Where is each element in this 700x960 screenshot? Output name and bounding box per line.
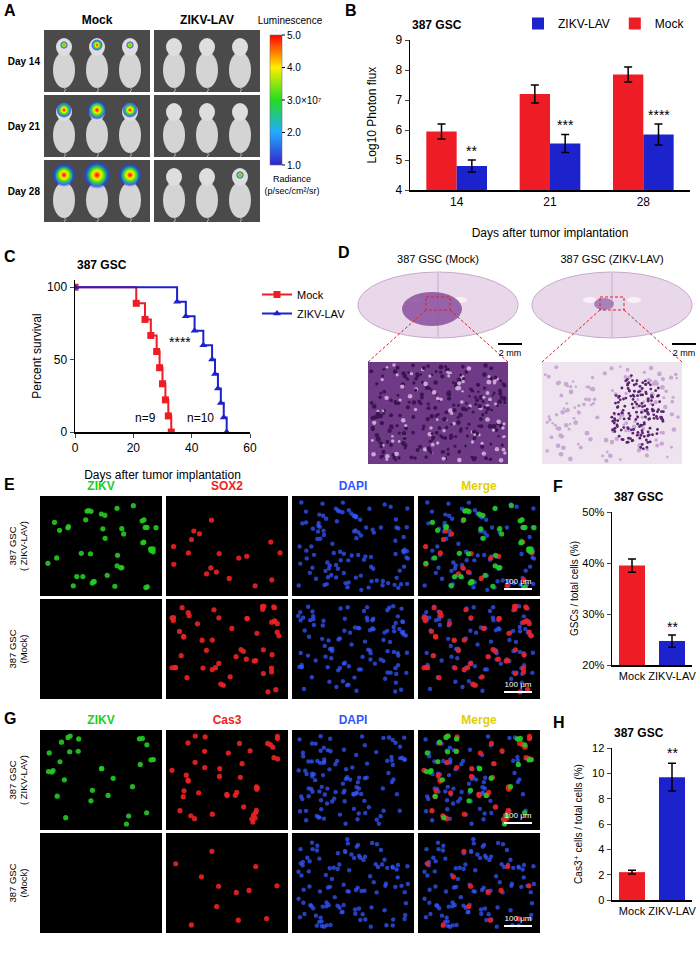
svg-text:2 mm: 2 mm	[673, 348, 696, 358]
svg-text:Mock: Mock	[655, 17, 685, 31]
svg-text:Mock: Mock	[619, 905, 646, 917]
svg-text:**: **	[667, 745, 678, 761]
svg-text:60: 60	[243, 441, 257, 455]
svg-text:D: D	[338, 244, 350, 261]
svg-text:**: **	[466, 143, 477, 159]
svg-text:ZIKV-LAV: ZIKV-LAV	[648, 670, 696, 682]
svg-text:Merge: Merge	[461, 479, 497, 493]
svg-text:Day 21: Day 21	[8, 121, 41, 132]
svg-text:Log10 Photon flux: Log10 Photon flux	[365, 67, 379, 164]
svg-text:(p/sec/cm²/sr): (p/sec/cm²/sr)	[265, 186, 320, 196]
svg-text:GSCs / total cells (%): GSCs / total cells (%)	[569, 541, 580, 636]
svg-text:387 GSC: 387 GSC	[412, 18, 462, 32]
svg-text:2.0: 2.0	[287, 127, 301, 138]
svg-text:387 GSC(Mock): 387 GSC(Mock)	[7, 629, 29, 668]
svg-text:Radiance: Radiance	[273, 174, 311, 184]
svg-text:387 GSC: 387 GSC	[614, 726, 664, 740]
svg-text:3.0×10⁷: 3.0×10⁷	[287, 95, 322, 106]
svg-text:Percent survival: Percent survival	[30, 313, 44, 398]
svg-text:Day 14: Day 14	[8, 56, 41, 67]
svg-text:40%: 40%	[582, 557, 604, 569]
svg-text:50%: 50%	[582, 506, 604, 518]
svg-text:2: 2	[598, 869, 604, 881]
svg-text:n=9: n=9	[135, 411, 156, 425]
svg-text:Cas3⁺ cells / total cells (%): Cas3⁺ cells / total cells (%)	[573, 764, 584, 884]
svg-text:9: 9	[395, 33, 402, 47]
svg-text:100 μm: 100 μm	[505, 577, 532, 586]
svg-text:6: 6	[395, 123, 402, 137]
svg-text:100 μm: 100 μm	[505, 914, 532, 923]
svg-text:Mock: Mock	[297, 289, 324, 301]
svg-text:387 GSC: 387 GSC	[77, 258, 127, 272]
svg-text:14: 14	[450, 195, 464, 209]
svg-text:ZIKV: ZIKV	[87, 479, 114, 493]
svg-text:40: 40	[185, 441, 199, 455]
svg-text:8: 8	[598, 793, 604, 805]
svg-text:20: 20	[127, 441, 141, 455]
svg-text:7: 7	[395, 93, 402, 107]
svg-text:10: 10	[592, 767, 604, 779]
svg-text:2 mm: 2 mm	[499, 348, 522, 358]
svg-text:387 GSC(Mock): 387 GSC(Mock)	[7, 863, 29, 902]
svg-text:0: 0	[72, 441, 79, 455]
svg-text:8: 8	[395, 63, 402, 77]
svg-text:50: 50	[54, 353, 68, 367]
svg-text:4: 4	[598, 843, 604, 855]
svg-text:6: 6	[598, 818, 604, 830]
svg-text:Luminescence: Luminescence	[258, 15, 323, 26]
svg-text:20%: 20%	[582, 659, 604, 671]
svg-text:Cas3: Cas3	[213, 713, 242, 727]
svg-text:ZIKV-LAV: ZIKV-LAV	[648, 905, 696, 917]
svg-text:C: C	[4, 248, 16, 265]
svg-text:****: ****	[169, 334, 191, 350]
svg-text:F: F	[553, 478, 563, 495]
svg-text:B: B	[345, 2, 357, 19]
svg-text:E: E	[4, 476, 15, 493]
svg-text:DAPI: DAPI	[339, 713, 368, 727]
svg-text:387 GSC (ZIKV-LAV): 387 GSC (ZIKV-LAV)	[560, 253, 663, 265]
svg-text:387 GSC (Mock): 387 GSC (Mock)	[397, 253, 479, 265]
svg-text:5.0: 5.0	[287, 30, 301, 41]
svg-text:5: 5	[395, 153, 402, 167]
svg-text:A: A	[4, 2, 16, 19]
svg-text:ZIKV-LAV: ZIKV-LAV	[558, 17, 610, 31]
svg-text:4.0: 4.0	[287, 62, 301, 73]
svg-text:387 GSC( ZIKV-LAV): 387 GSC( ZIKV-LAV)	[7, 521, 29, 571]
svg-text:ZIKV-LAV: ZIKV-LAV	[297, 308, 345, 320]
svg-text:387 GSC( ZIKV-LAV): 387 GSC( ZIKV-LAV)	[7, 755, 29, 805]
svg-text:***: ***	[557, 117, 574, 133]
svg-text:0: 0	[598, 894, 604, 906]
svg-text:30%: 30%	[582, 608, 604, 620]
svg-text:28: 28	[637, 195, 651, 209]
svg-text:21: 21	[543, 195, 557, 209]
svg-text:Mock: Mock	[82, 13, 113, 27]
svg-text:12: 12	[592, 742, 604, 754]
svg-text:Day 28: Day 28	[8, 186, 41, 197]
svg-text:100 μm: 100 μm	[505, 811, 532, 820]
svg-text:DAPI: DAPI	[339, 479, 368, 493]
svg-text:n=10: n=10	[187, 411, 214, 425]
svg-text:Days after tumor implantation: Days after tumor implantation	[472, 226, 629, 240]
svg-text:100: 100	[47, 280, 67, 294]
svg-text:****: ****	[648, 107, 670, 123]
svg-text:ZIKV: ZIKV	[87, 713, 114, 727]
svg-text:H: H	[553, 714, 565, 731]
svg-text:Days after tumor implantation: Days after tumor implantation	[84, 468, 241, 482]
svg-text:100 μm: 100 μm	[505, 680, 532, 689]
svg-text:ZIKV-LAV: ZIKV-LAV	[180, 13, 234, 27]
svg-text:Merge: Merge	[461, 713, 497, 727]
svg-text:**: **	[667, 619, 678, 635]
svg-text:Mock: Mock	[619, 670, 646, 682]
svg-text:4: 4	[395, 183, 402, 197]
svg-text:G: G	[4, 710, 16, 727]
svg-text:SOX2: SOX2	[211, 479, 243, 493]
svg-text:1.0: 1.0	[287, 160, 301, 171]
svg-text:0: 0	[60, 425, 67, 439]
svg-text:387 GSC: 387 GSC	[614, 490, 664, 504]
